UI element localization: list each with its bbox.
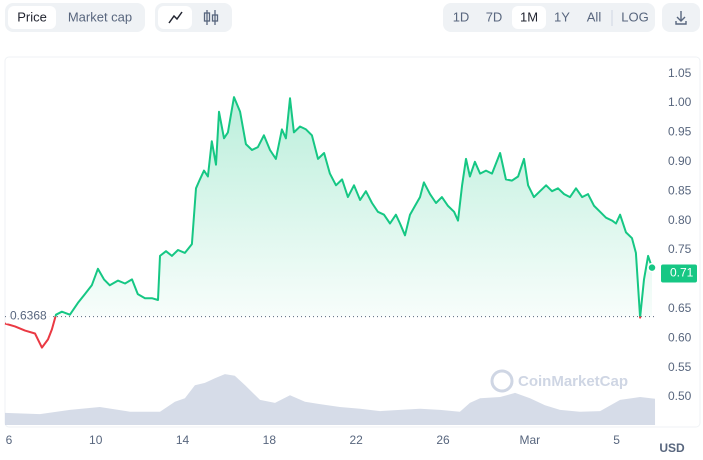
watermark-text: CoinMarketCap — [518, 373, 628, 390]
price-area — [5, 97, 652, 317]
reference-label: 0.6368 — [10, 309, 47, 323]
download-icon — [675, 11, 687, 25]
y-tick-label: 0.85 — [668, 183, 692, 197]
watermark: CoinMarketCap — [490, 369, 628, 393]
range-active — [512, 6, 546, 29]
x-tick-label: Mar — [519, 433, 540, 447]
y-tick-label: 1.05 — [668, 66, 692, 80]
x-tick-label: 14 — [176, 433, 190, 447]
x-tick-label: 10 — [89, 433, 103, 447]
x-tick-label: 5 — [613, 433, 620, 447]
x-tick-label: 22 — [349, 433, 363, 447]
last-price-label: 0.71 — [670, 266, 694, 280]
y-tick-label: 0.65 — [668, 301, 692, 315]
y-tick-label: 1.00 — [668, 95, 692, 109]
y-tick-label: 0.80 — [668, 213, 692, 227]
range-button[interactable]: 1M — [520, 9, 538, 24]
range-button[interactable]: 7D — [486, 9, 503, 24]
range-group — [443, 3, 655, 32]
chart-frame — [4, 56, 701, 428]
last-point — [647, 262, 657, 273]
volume-area — [5, 374, 656, 425]
line-icon — [168, 11, 183, 24]
log-button[interactable]: LOG — [621, 9, 648, 24]
x-tick-label: 6 — [6, 433, 13, 447]
last-price-badge — [661, 264, 697, 283]
reference-label-bg — [6, 308, 50, 324]
y-tick-label: 0.50 — [668, 389, 692, 403]
x-tick-label: 18 — [263, 433, 277, 447]
range-button[interactable]: All — [587, 9, 602, 24]
currency-label: USD — [659, 441, 685, 455]
view-active — [8, 6, 56, 29]
price-line — [4, 96, 653, 349]
toolbar: Price Market cap 1D 7D 1M 1Y All LOG — [5, 3, 700, 32]
y-tick-label: 0.95 — [668, 125, 692, 139]
y-tick-label: 0.75 — [668, 242, 692, 256]
y-tick-label: 0.60 — [668, 330, 692, 344]
range-button[interactable]: 1Y — [554, 9, 570, 24]
y-tick-label: 0.55 — [668, 360, 692, 374]
y-tick-label: 0.90 — [668, 154, 692, 168]
view-button[interactable]: Price — [17, 9, 47, 24]
range-button[interactable]: 1D — [453, 9, 470, 24]
x-tick-label: 26 — [436, 433, 450, 447]
candle-icon[interactable] — [203, 10, 219, 25]
view-button[interactable]: Market cap — [68, 9, 132, 24]
